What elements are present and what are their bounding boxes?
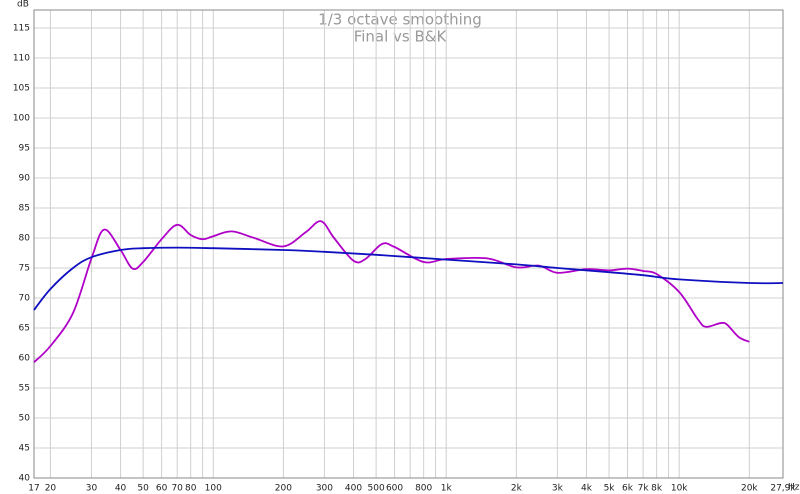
x-tick-label: 1k (441, 484, 453, 494)
x-axis-label: Hz (788, 483, 800, 493)
y-tick-label: 85 (19, 204, 30, 214)
x-tick-label: 80 (185, 484, 197, 494)
x-tick-label: 6k (622, 484, 634, 494)
x-tick-label: 4k (581, 484, 593, 494)
y-tick-label: 80 (19, 234, 31, 244)
x-tick-label: 30 (86, 484, 98, 494)
y-tick-label: 75 (19, 264, 30, 274)
y-tick-label: 55 (19, 384, 30, 394)
x-tick-label: 500 (368, 484, 385, 494)
series-line (33, 246, 784, 311)
x-tick-label: 60 (156, 484, 168, 494)
x-tick-label: 3k (552, 484, 564, 494)
x-tick-label: 100 (205, 484, 222, 494)
y-tick-label: 50 (19, 414, 31, 424)
x-tick-label: 600 (386, 484, 403, 494)
plot-border (33, 9, 784, 479)
y-tick-label: 110 (13, 54, 30, 64)
x-tick-label: 20 (45, 484, 57, 494)
y-tick-label: 100 (13, 114, 30, 124)
x-tick-label: 5k (604, 484, 616, 494)
x-tick-label: 40 (115, 484, 127, 494)
x-tick-label: 10k (671, 484, 688, 494)
x-tick-label: 17 (28, 484, 39, 494)
y-axis-label: dB (17, 0, 29, 10)
x-tick-label: 8k (651, 484, 663, 494)
x-tick-label: 300 (316, 484, 333, 494)
y-tick-label: 40 (19, 474, 31, 484)
x-tick-label: 27,9k (770, 484, 796, 494)
y-tick-label: 115 (13, 24, 30, 34)
x-tick-label: 200 (275, 484, 292, 494)
y-tick-label: 95 (19, 144, 30, 154)
x-tick-label: 20k (741, 484, 758, 494)
x-tick-label: 50 (137, 484, 149, 494)
x-tick-label: 7k (638, 484, 650, 494)
y-tick-label: 60 (19, 354, 31, 364)
y-tick-label: 45 (19, 444, 30, 454)
y-tick-label: 105 (13, 84, 30, 94)
x-tick-label: 2k (511, 484, 523, 494)
y-tick-label: 70 (19, 294, 31, 304)
x-tick-label: 800 (415, 484, 432, 494)
chart-subtitle: Final vs B&K (354, 28, 448, 46)
x-tick-label: 400 (345, 484, 362, 494)
y-tick-label: 90 (19, 174, 31, 184)
chart-title: 1/3 octave smoothing (318, 11, 482, 29)
y-tick-label: 65 (19, 324, 30, 334)
x-tick-label: 70 (171, 484, 183, 494)
